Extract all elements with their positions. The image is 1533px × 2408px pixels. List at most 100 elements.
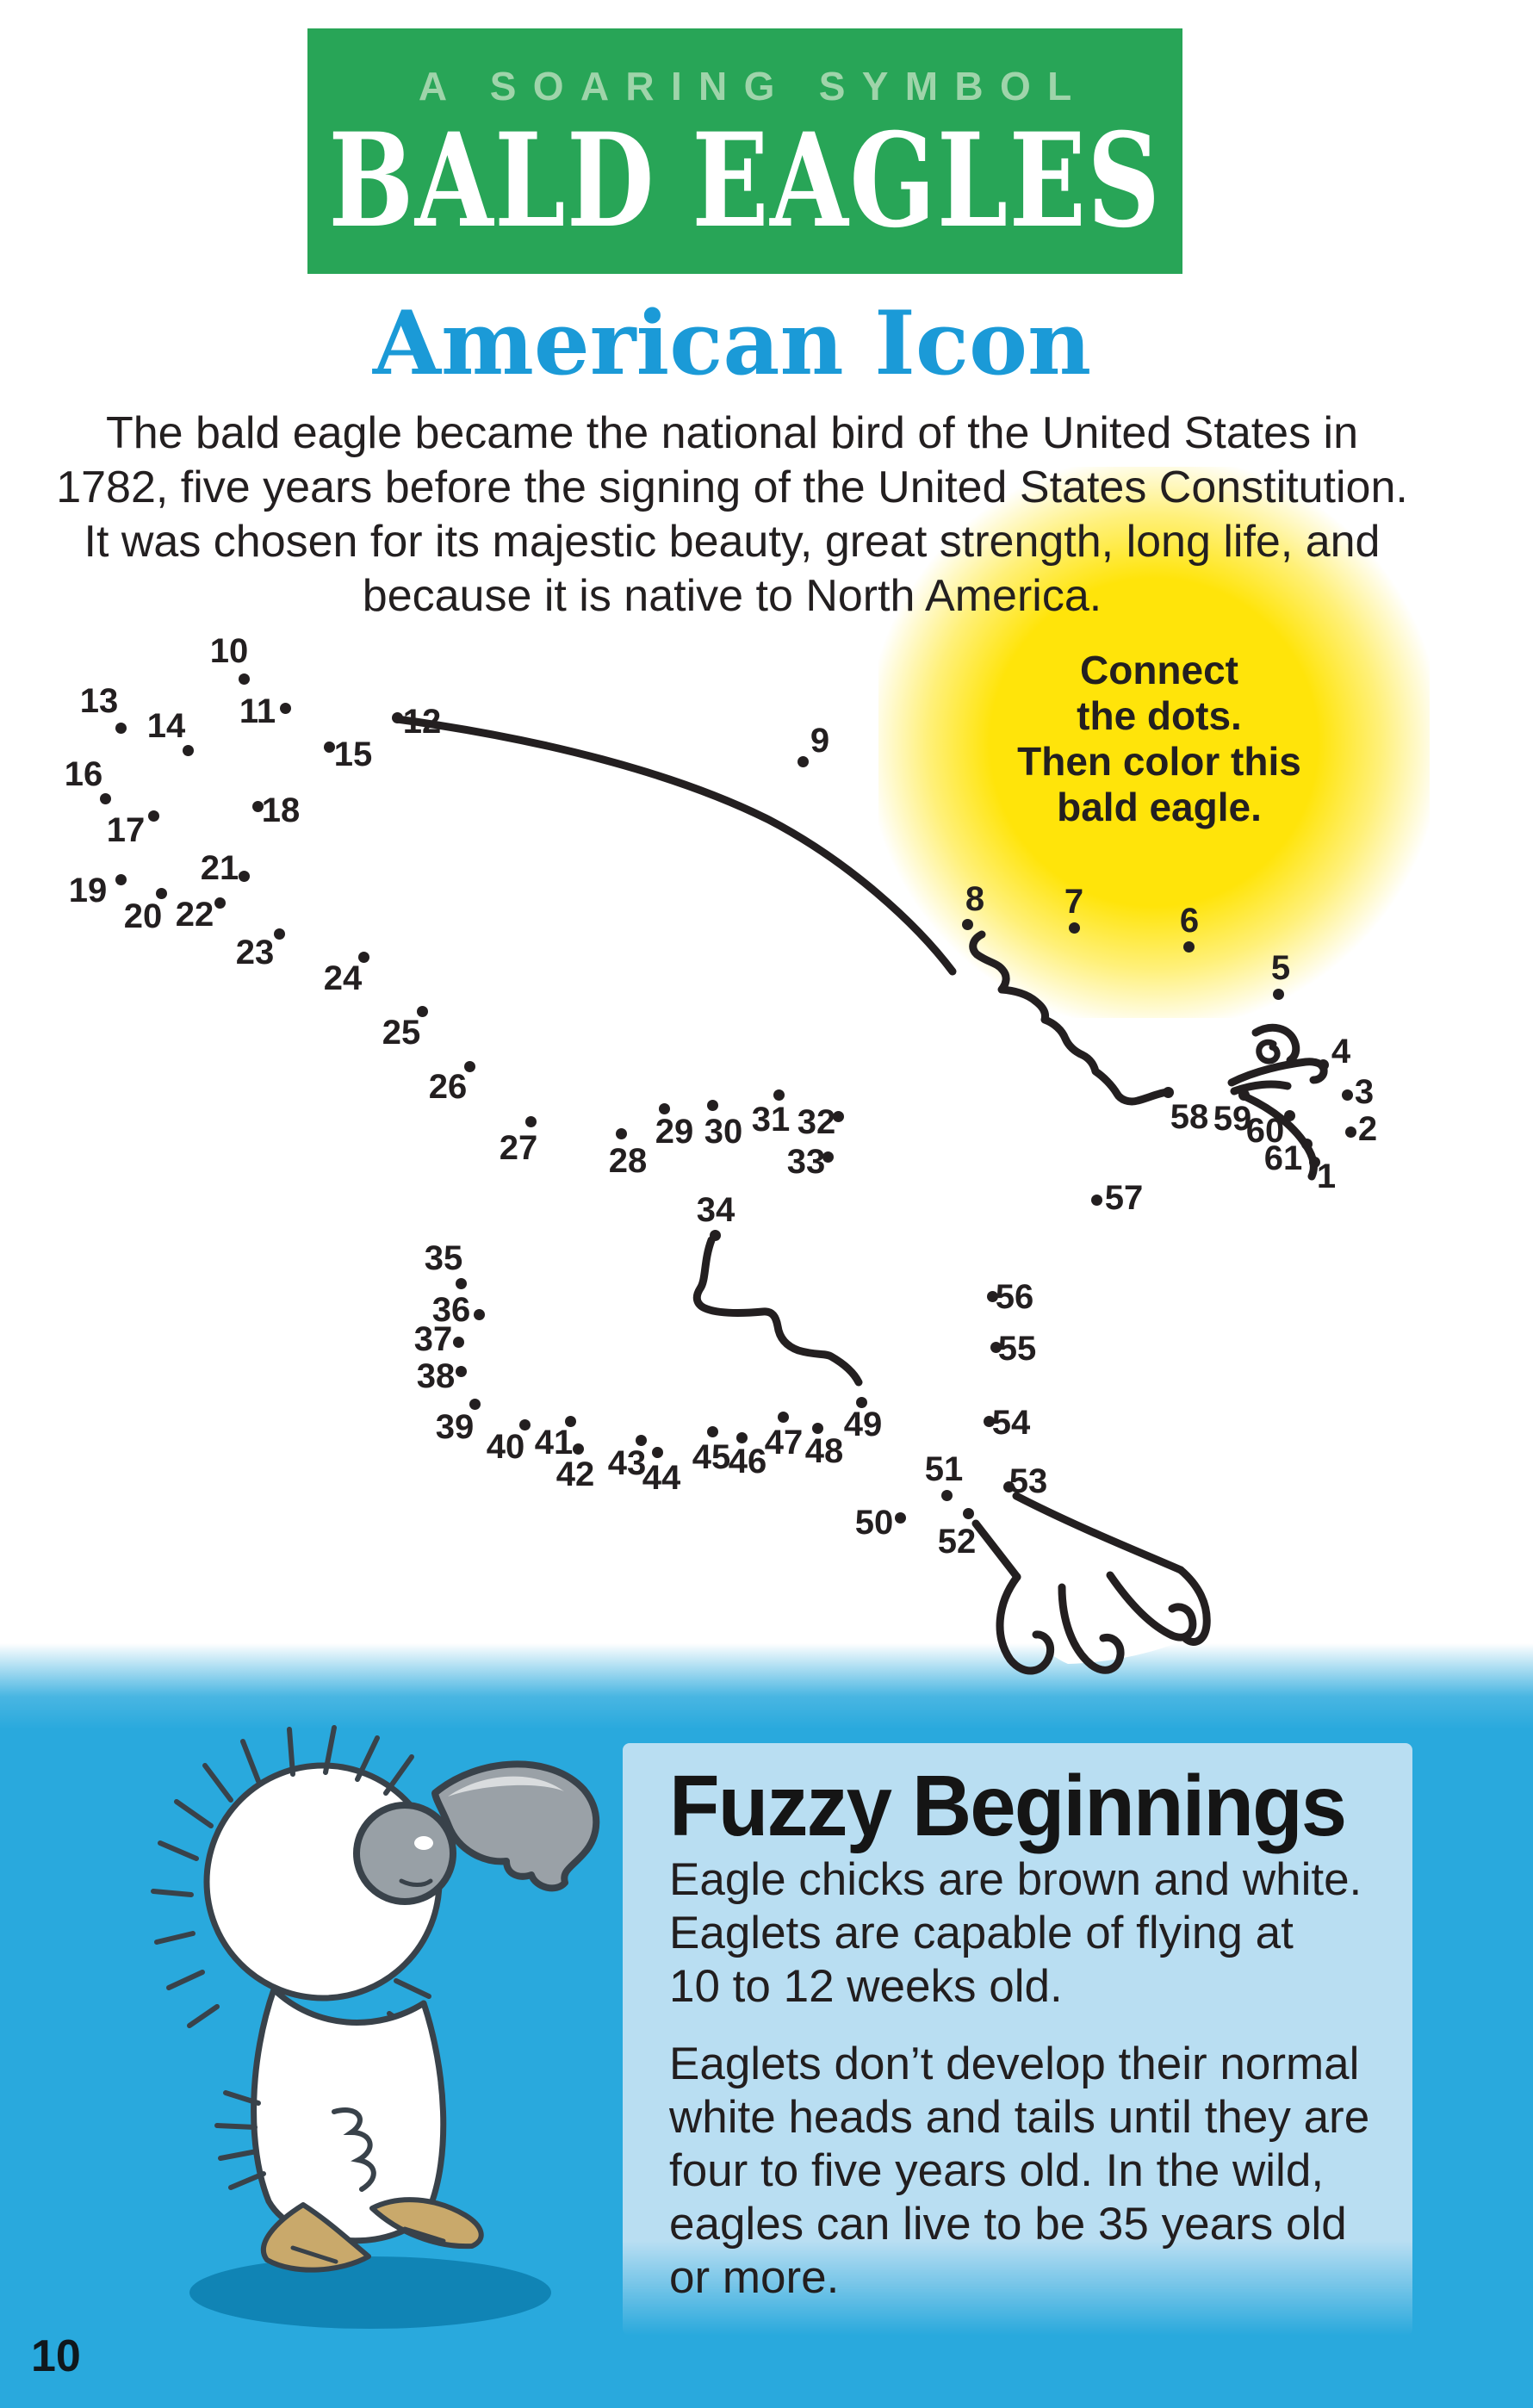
dot-point-20[interactable] [155, 887, 167, 899]
dot-point-7[interactable] [1068, 922, 1080, 934]
dot-point-38[interactable] [455, 1365, 467, 1377]
dot-point-25[interactable] [416, 1005, 428, 1017]
dot-number-7: 7 [1064, 883, 1084, 921]
dot-number-37: 37 [413, 1320, 453, 1358]
header-banner: A SOARING SYMBOL BALD EAGLES [307, 28, 1182, 274]
dot-point-36[interactable] [473, 1308, 485, 1320]
dot-number-55: 55 [997, 1330, 1037, 1368]
dot-number-14: 14 [146, 707, 186, 745]
wing-top-curve [393, 715, 957, 976]
dot-point-33[interactable] [822, 1151, 834, 1163]
dot-point-19[interactable] [115, 873, 127, 885]
leg-stroke-front [971, 1519, 1021, 1581]
talon-toe-2 [1058, 1583, 1125, 1674]
dot-number-20: 20 [123, 897, 163, 935]
dot-point-37[interactable] [452, 1336, 464, 1348]
feature-heading: Fuzzy Beginnings [669, 1758, 1347, 1854]
dot-point-35[interactable] [455, 1277, 467, 1289]
dot-point-26[interactable] [463, 1060, 475, 1072]
dot-point-11[interactable] [279, 702, 291, 714]
dot-number-29: 29 [655, 1113, 694, 1151]
dot-point-52[interactable] [962, 1507, 974, 1519]
dot-point-16[interactable] [99, 792, 111, 804]
dot-point-22[interactable] [214, 897, 226, 909]
dot-point-48[interactable] [811, 1422, 823, 1434]
dot-number-33: 33 [786, 1143, 826, 1181]
feature-text-box [623, 1743, 1412, 2336]
dot-point-32[interactable] [832, 1110, 844, 1122]
dot-point-39[interactable] [469, 1398, 481, 1410]
dot-number-26: 26 [428, 1068, 468, 1106]
dot-point-31[interactable] [773, 1089, 785, 1101]
dot-point-56[interactable] [986, 1290, 998, 1302]
chick-arm-fluff [214, 2090, 266, 2190]
dot-point-61[interactable] [1300, 1138, 1313, 1150]
dot-number-56: 56 [995, 1278, 1034, 1316]
dot-point-3[interactable] [1341, 1089, 1353, 1101]
banner-kicker: A SOARING SYMBOL [418, 64, 1089, 109]
dot-point-30[interactable] [706, 1099, 718, 1111]
feature-paragraph-2: Eaglets don’t develop their normal white… [669, 2039, 1370, 2303]
dot-point-44[interactable] [651, 1446, 663, 1458]
dot-point-14[interactable] [182, 744, 194, 756]
dot-point-59[interactable] [1238, 1089, 1250, 1101]
dot-point-21[interactable] [238, 870, 250, 882]
dot-point-42[interactable] [572, 1443, 584, 1455]
dot-point-47[interactable] [777, 1411, 789, 1423]
dot-number-28: 28 [608, 1142, 648, 1180]
dot-point-18[interactable] [251, 800, 264, 812]
chick-toe-lines [290, 2226, 446, 2264]
dot-point-54[interactable] [983, 1415, 995, 1427]
dot-point-28[interactable] [615, 1127, 627, 1139]
talon-drawing [971, 1492, 1211, 1675]
eagle-partial-outline [393, 715, 1328, 1387]
dot-number-57: 57 [1104, 1179, 1144, 1217]
dot-point-9[interactable] [797, 755, 809, 767]
dot-point-40[interactable] [518, 1418, 531, 1431]
dot-number-51: 51 [924, 1450, 964, 1488]
page-number: 10 [31, 2331, 81, 2381]
dot-point-49[interactable] [855, 1396, 867, 1408]
chick-eye-patch [353, 1802, 456, 1905]
dot-point-6[interactable] [1182, 940, 1195, 953]
dot-number-3: 3 [1354, 1073, 1375, 1111]
chick-eye-slit [399, 1878, 433, 1887]
dot-point-8[interactable] [961, 918, 973, 930]
feather-scallop-edge [969, 930, 1172, 1106]
dot-point-5[interactable] [1272, 988, 1284, 1000]
dot-number-54: 54 [991, 1404, 1031, 1442]
dot-point-60[interactable] [1283, 1109, 1295, 1121]
dot-point-4[interactable] [1317, 1058, 1329, 1071]
dot-number-24: 24 [323, 959, 363, 997]
dot-point-12[interactable] [391, 711, 403, 723]
dot-point-45[interactable] [706, 1425, 718, 1437]
dot-point-46[interactable] [735, 1431, 748, 1443]
dot-number-23: 23 [235, 934, 275, 971]
dot-point-57[interactable] [1090, 1194, 1102, 1206]
dot-point-55[interactable] [990, 1341, 1002, 1353]
dot-number-6: 6 [1179, 902, 1200, 940]
dot-point-27[interactable] [524, 1115, 537, 1127]
chick-head-fluff [151, 1725, 431, 2037]
dot-point-24[interactable] [357, 951, 369, 963]
dot-point-58[interactable] [1162, 1086, 1174, 1098]
dot-point-41[interactable] [564, 1415, 576, 1427]
dot-number-45: 45 [692, 1438, 731, 1476]
dot-number-49: 49 [843, 1406, 883, 1443]
dot-number-47: 47 [764, 1424, 804, 1462]
dot-point-13[interactable] [115, 722, 127, 734]
dot-point-17[interactable] [147, 810, 159, 822]
dot-point-1[interactable] [1308, 1156, 1320, 1168]
dot-point-10[interactable] [238, 673, 250, 685]
dot-point-43[interactable] [635, 1434, 647, 1446]
dot-point-29[interactable] [658, 1102, 670, 1114]
dot-point-34[interactable] [709, 1229, 721, 1241]
dot-point-50[interactable] [894, 1511, 906, 1524]
dot-point-53[interactable] [1002, 1480, 1015, 1493]
dot-point-15[interactable] [323, 741, 335, 753]
dot-point-23[interactable] [273, 928, 285, 940]
dot-point-2[interactable] [1344, 1126, 1356, 1138]
talon-heel [1176, 1566, 1211, 1646]
dot-point-51[interactable] [940, 1489, 953, 1501]
